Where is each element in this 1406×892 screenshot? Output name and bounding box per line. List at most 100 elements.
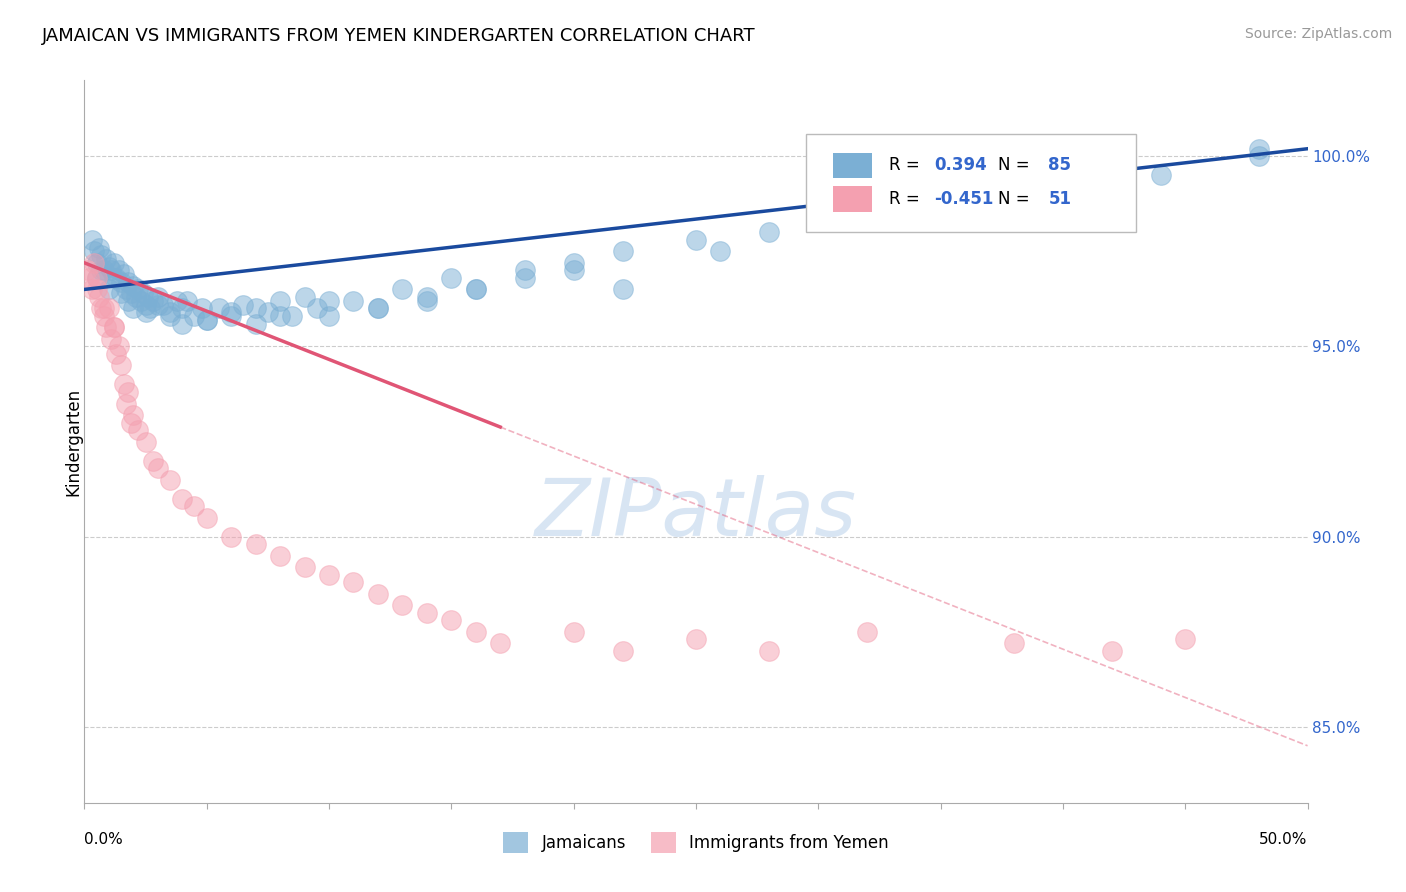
Point — [97, 282, 120, 296]
Point — [318, 293, 340, 308]
Y-axis label: Kindergarten: Kindergarten — [65, 387, 82, 496]
Point — [86, 256, 108, 270]
Text: N =: N = — [998, 190, 1035, 208]
Point — [685, 632, 707, 647]
Point — [416, 606, 439, 620]
Point — [83, 256, 105, 270]
Point — [90, 301, 112, 316]
Point — [100, 263, 122, 277]
Point — [305, 301, 328, 316]
Point — [191, 301, 214, 316]
Point — [612, 282, 634, 296]
Point — [93, 309, 115, 323]
Point — [159, 473, 181, 487]
Point — [132, 286, 155, 301]
Point — [367, 301, 389, 316]
Point — [135, 305, 157, 319]
Point — [318, 309, 340, 323]
Point — [367, 301, 389, 316]
Point — [367, 587, 389, 601]
Point — [146, 461, 169, 475]
Point — [127, 423, 149, 437]
Point — [146, 298, 169, 312]
Point — [709, 244, 731, 259]
Point — [142, 293, 165, 308]
Point — [87, 290, 110, 304]
Point — [90, 263, 112, 277]
Point — [80, 282, 103, 296]
FancyBboxPatch shape — [832, 186, 872, 211]
Text: 51: 51 — [1049, 190, 1071, 208]
Text: JAMAICAN VS IMMIGRANTS FROM YEMEN KINDERGARTEN CORRELATION CHART: JAMAICAN VS IMMIGRANTS FROM YEMEN KINDER… — [42, 27, 756, 45]
Point — [146, 290, 169, 304]
Point — [96, 252, 118, 266]
Point — [183, 309, 205, 323]
Point — [93, 301, 115, 316]
Point — [219, 305, 242, 319]
Point — [86, 271, 108, 285]
Point — [342, 575, 364, 590]
Point — [172, 301, 194, 316]
Point — [294, 290, 316, 304]
Point — [76, 263, 98, 277]
Point — [489, 636, 512, 650]
Text: 50.0%: 50.0% — [1260, 831, 1308, 847]
Point — [562, 263, 585, 277]
Point — [86, 282, 108, 296]
Point — [135, 434, 157, 449]
Point — [195, 313, 218, 327]
Point — [195, 313, 218, 327]
Point — [97, 260, 120, 274]
Text: N =: N = — [998, 156, 1035, 174]
Point — [110, 359, 132, 373]
Point — [117, 275, 139, 289]
Point — [125, 290, 148, 304]
Point — [464, 282, 486, 296]
Point — [391, 598, 413, 612]
Point — [97, 301, 120, 316]
Point — [257, 305, 280, 319]
Point — [83, 244, 105, 259]
Point — [1002, 636, 1025, 650]
Point — [195, 510, 218, 524]
Point — [166, 293, 188, 308]
Point — [318, 567, 340, 582]
Point — [416, 290, 439, 304]
Point — [176, 293, 198, 308]
Point — [127, 282, 149, 296]
Point — [96, 320, 118, 334]
Point — [562, 624, 585, 639]
Point — [172, 317, 194, 331]
Point — [110, 286, 132, 301]
Point — [685, 233, 707, 247]
Point — [219, 309, 242, 323]
Point — [245, 537, 267, 551]
Point — [1247, 149, 1270, 163]
Point — [1101, 643, 1123, 657]
Point — [464, 282, 486, 296]
Legend: Jamaicans, Immigrants from Yemen: Jamaicans, Immigrants from Yemen — [496, 826, 896, 860]
Point — [294, 560, 316, 574]
Point — [612, 643, 634, 657]
Point — [1247, 142, 1270, 156]
Point — [117, 385, 139, 400]
Point — [77, 271, 100, 285]
Point — [953, 194, 976, 209]
Point — [612, 244, 634, 259]
Point — [245, 317, 267, 331]
Point — [1174, 632, 1197, 647]
Point — [232, 298, 254, 312]
Text: 85: 85 — [1049, 156, 1071, 174]
Text: -0.451: -0.451 — [935, 190, 994, 208]
Point — [122, 301, 145, 316]
Point — [219, 530, 242, 544]
Point — [103, 320, 125, 334]
Text: R =: R = — [889, 190, 925, 208]
Text: R =: R = — [889, 156, 925, 174]
FancyBboxPatch shape — [806, 135, 1136, 232]
Point — [103, 320, 125, 334]
Point — [139, 301, 162, 316]
Point — [159, 309, 181, 323]
Point — [152, 298, 174, 312]
Point — [107, 339, 129, 353]
